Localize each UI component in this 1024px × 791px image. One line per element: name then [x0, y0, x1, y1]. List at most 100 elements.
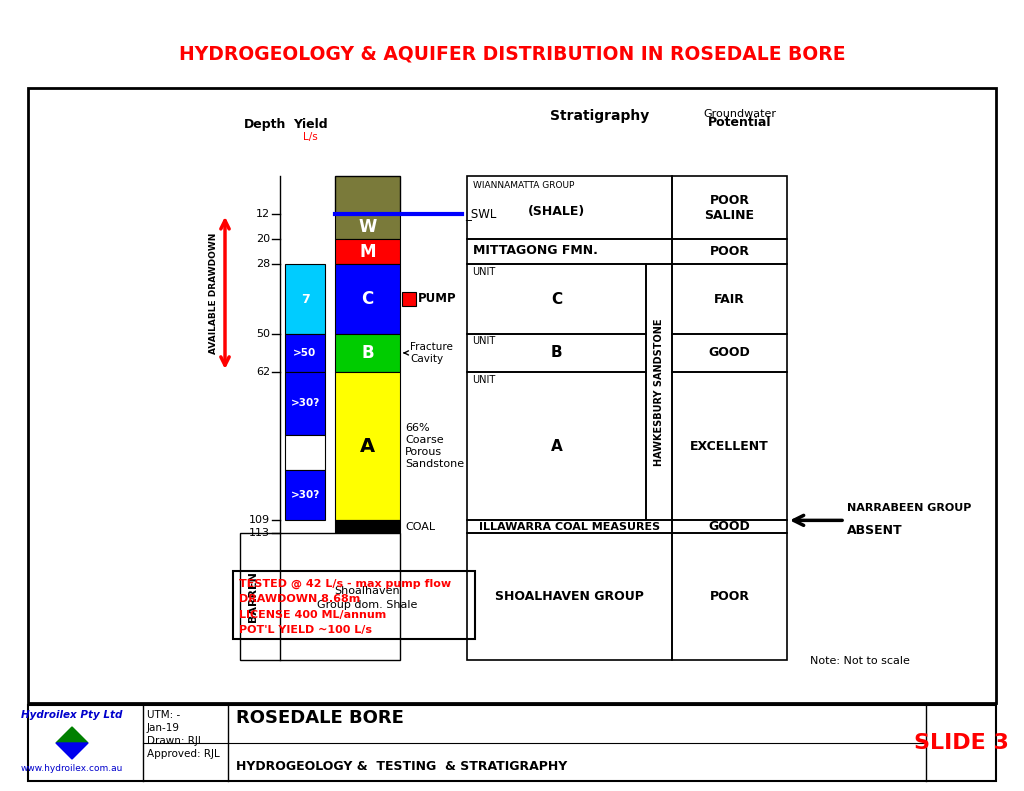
Bar: [335, 520, 400, 533]
Text: Hydroilex Pty Ltd: Hydroilex Pty Ltd: [22, 710, 123, 720]
Text: W: W: [358, 218, 377, 236]
Bar: [335, 334, 400, 372]
Text: NARRABEEN GROUP: NARRABEEN GROUP: [847, 503, 972, 513]
Text: Stratigraphy: Stratigraphy: [550, 109, 649, 123]
Polygon shape: [56, 727, 88, 743]
Bar: [672, 176, 787, 239]
Bar: [467, 520, 672, 533]
Text: POT'L YIELD ~100 L/s: POT'L YIELD ~100 L/s: [239, 626, 372, 635]
Text: >30?: >30?: [291, 490, 319, 500]
Text: POOR
SALINE: POOR SALINE: [705, 194, 755, 221]
Bar: [672, 239, 787, 264]
Text: COAL: COAL: [406, 522, 435, 532]
Text: BARREN: BARREN: [248, 571, 258, 622]
Text: 7: 7: [301, 293, 309, 305]
Text: GOOD: GOOD: [709, 520, 751, 533]
Text: Groundwater: Groundwater: [703, 109, 776, 119]
Text: MITTAGONG FMN.: MITTAGONG FMN.: [473, 244, 598, 257]
Text: Shoalhaven: Shoalhaven: [335, 585, 400, 596]
Bar: [402, 292, 416, 306]
Bar: [467, 239, 672, 264]
Text: B: B: [551, 346, 562, 361]
Text: Coarse: Coarse: [406, 435, 443, 445]
Text: ILLAWARRA COAL MEASURES: ILLAWARRA COAL MEASURES: [479, 522, 660, 532]
Text: 109: 109: [249, 516, 270, 525]
Text: Drawn: RJL: Drawn: RJL: [147, 736, 204, 746]
Bar: [467, 334, 646, 372]
Bar: [285, 264, 325, 334]
Text: HYDROGEOLOGY &  TESTING  & STRATIGRAPHY: HYDROGEOLOGY & TESTING & STRATIGRAPHY: [236, 760, 567, 773]
Text: C: C: [361, 290, 374, 308]
Text: Jan-19: Jan-19: [147, 723, 180, 733]
Bar: [335, 239, 400, 264]
Text: UNIT: UNIT: [472, 336, 496, 346]
Bar: [285, 435, 325, 470]
Bar: [672, 533, 787, 660]
Bar: [672, 264, 787, 334]
Text: _SWL: _SWL: [465, 207, 497, 221]
Text: 20: 20: [256, 234, 270, 244]
Text: www.hydroilex.com.au: www.hydroilex.com.au: [20, 764, 123, 773]
Text: PUMP: PUMP: [418, 292, 457, 305]
Bar: [335, 372, 400, 520]
Text: SHOALHAVEN GROUP: SHOALHAVEN GROUP: [495, 590, 644, 603]
Text: LICENSE 400 ML/annum: LICENSE 400 ML/annum: [239, 610, 386, 620]
Text: 28: 28: [256, 259, 270, 270]
Bar: [646, 264, 672, 520]
Bar: [467, 264, 646, 334]
Text: DRAWDOWN 8.68m: DRAWDOWN 8.68m: [239, 595, 360, 604]
Text: Depth: Depth: [244, 118, 286, 131]
Text: ABSENT: ABSENT: [847, 524, 902, 537]
Text: 66%: 66%: [406, 423, 430, 433]
Text: UTM: -: UTM: -: [147, 710, 180, 720]
Bar: [28, 88, 996, 703]
Text: Sandstone: Sandstone: [406, 459, 464, 469]
Text: Potential: Potential: [709, 116, 772, 129]
Text: TESTED @ 42 L/s - max pump flow: TESTED @ 42 L/s - max pump flow: [239, 579, 452, 589]
Text: POOR: POOR: [710, 590, 750, 603]
Text: M: M: [359, 243, 376, 261]
Text: GOOD: GOOD: [709, 346, 751, 359]
Text: A: A: [551, 439, 562, 453]
Text: ROSEDALE BORE: ROSEDALE BORE: [236, 709, 403, 727]
Text: 113: 113: [249, 528, 270, 538]
Text: 62: 62: [256, 367, 270, 377]
Text: POOR: POOR: [710, 245, 750, 259]
Text: FAIR: FAIR: [714, 293, 744, 305]
Text: (SHALE): (SHALE): [528, 205, 585, 218]
Bar: [233, 571, 475, 639]
Text: Porous: Porous: [406, 447, 442, 457]
Text: EXCELLENT: EXCELLENT: [690, 440, 769, 452]
Text: B: B: [361, 344, 374, 362]
Bar: [285, 334, 325, 372]
Bar: [28, 705, 996, 781]
Bar: [672, 372, 787, 520]
Bar: [240, 533, 400, 660]
Text: AVAILABLE DRAWDOWN: AVAILABLE DRAWDOWN: [209, 233, 217, 354]
Text: 50: 50: [256, 329, 270, 339]
Bar: [335, 214, 400, 239]
Text: Fracture
Cavity: Fracture Cavity: [404, 343, 453, 364]
Text: C: C: [551, 292, 562, 307]
Text: L/s: L/s: [303, 132, 317, 142]
Text: SLIDE 3: SLIDE 3: [913, 733, 1009, 753]
Polygon shape: [56, 743, 88, 759]
Bar: [285, 372, 325, 435]
Text: Approved: RJL: Approved: RJL: [147, 749, 220, 759]
Text: Yield: Yield: [293, 118, 328, 131]
Text: UNIT: UNIT: [472, 375, 496, 385]
Bar: [672, 334, 787, 372]
Text: Group dom. Shale: Group dom. Shale: [317, 600, 418, 610]
Text: >30?: >30?: [291, 399, 319, 408]
Text: A: A: [360, 437, 375, 456]
Text: UNIT: UNIT: [472, 267, 496, 278]
Bar: [467, 176, 672, 239]
Text: 12: 12: [256, 209, 270, 219]
Bar: [335, 264, 400, 334]
Bar: [467, 372, 646, 520]
Text: Note: Not to scale: Note: Not to scale: [810, 656, 910, 666]
Bar: [467, 533, 672, 660]
Text: HYDROGEOLOGY & AQUIFER DISTRIBUTION IN ROSEDALE BORE: HYDROGEOLOGY & AQUIFER DISTRIBUTION IN R…: [179, 44, 845, 63]
Bar: [672, 520, 787, 533]
Text: WIANNAMATTA GROUP: WIANNAMATTA GROUP: [473, 181, 574, 190]
